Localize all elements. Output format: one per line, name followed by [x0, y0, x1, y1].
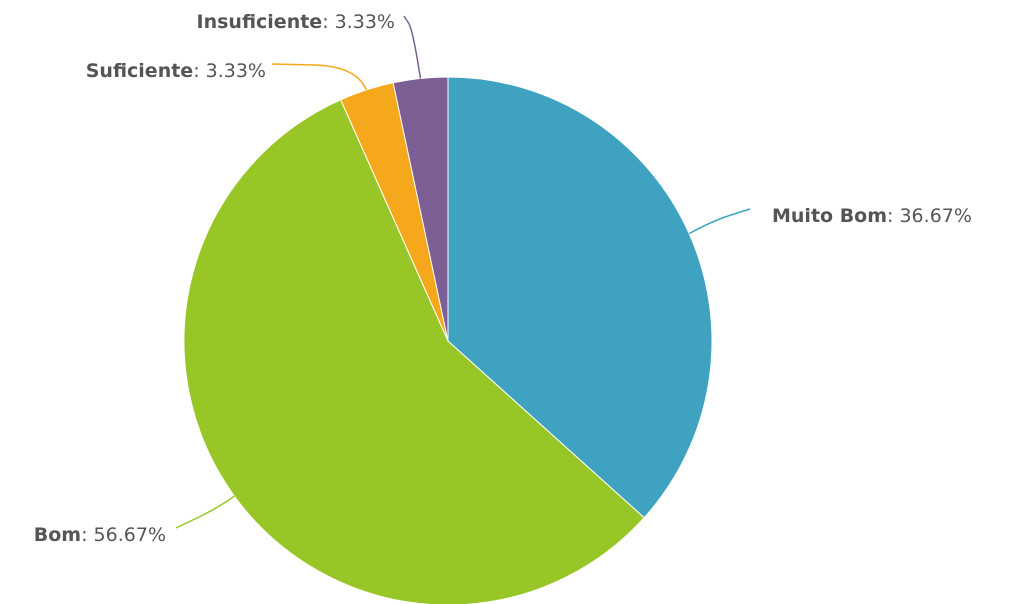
data-label-value: : 3.33%	[322, 11, 395, 33]
connectors-layer	[175, 15, 751, 529]
connector-line-suficiente	[271, 63, 368, 91]
data-label-name: Suficiente	[86, 60, 193, 82]
data-label-value: : 56.67%	[81, 524, 166, 546]
pie-slice-insuficiente[interactable]	[392, 76, 449, 342]
connector-line-insuficiente	[403, 15, 422, 79]
data-label-suficiente: Suficiente: 3.33%	[86, 60, 266, 82]
slices-layer	[183, 76, 713, 604]
data-label-name: Insuficiente	[197, 11, 323, 33]
data-label-value: : 3.33%	[193, 60, 266, 82]
data-label-name: Muito Bom	[772, 205, 887, 227]
connector-line-muito-bom	[688, 208, 751, 235]
data-label-insuficiente: Insuficiente: 3.33%	[197, 11, 395, 33]
data-label-name: Bom	[34, 524, 81, 546]
pie-slice-muito-bom[interactable]	[447, 76, 713, 519]
data-label-value: : 36.67%	[887, 205, 972, 227]
data-label-bom: Bom: 56.67%	[34, 524, 166, 546]
data-label-muito-bom: Muito Bom: 36.67%	[772, 205, 972, 227]
connector-line-bom	[175, 495, 235, 529]
labels-layer: Muito Bom: 36.67%Bom: 56.67%Suficiente: …	[34, 11, 972, 546]
